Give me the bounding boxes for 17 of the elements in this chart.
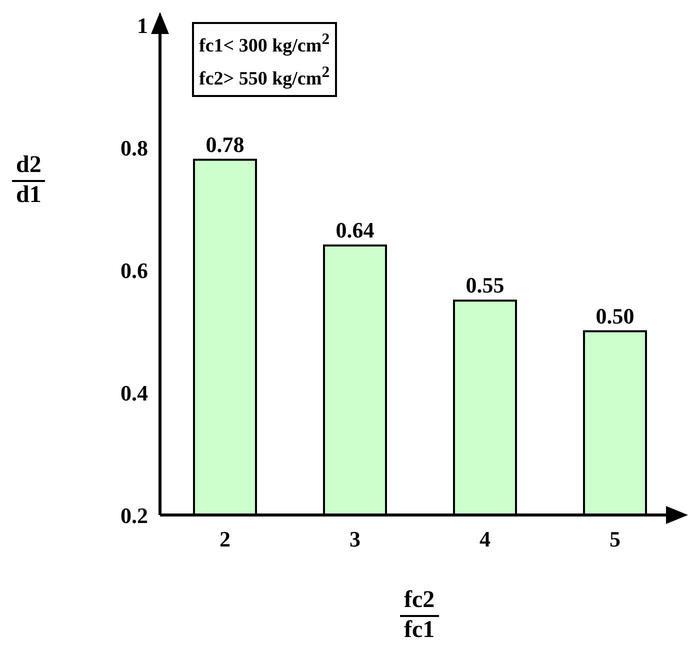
x-tick-label: 5 (610, 526, 620, 552)
y-axis-title: d2 d1 (15, 151, 42, 210)
x-axis-title: fc2 fc1 (403, 586, 436, 645)
data-label: 0.50 (596, 303, 634, 328)
y-tick-label: 0.2 (120, 502, 148, 528)
data-label: 0.64 (336, 218, 374, 242)
annotation: fc1< 300 kg/cm$^{2}$ (199, 30, 330, 58)
y-tick-label: 1 (137, 12, 148, 38)
data-label: 0.78 (206, 132, 244, 157)
x-tick-label: 2 (220, 526, 230, 552)
x-tick-label: 4 (480, 526, 490, 552)
y-tick-label: 0.8 (120, 135, 148, 160)
x-tick-label: 3 (350, 526, 360, 552)
annotation: fc2> 550 kg/cm$^{2}$ (199, 63, 330, 92)
data-label: 0.55 (466, 272, 504, 298)
y-tick-label: 0.4 (120, 380, 148, 406)
y-tick-label: 0.6 (120, 258, 148, 283)
